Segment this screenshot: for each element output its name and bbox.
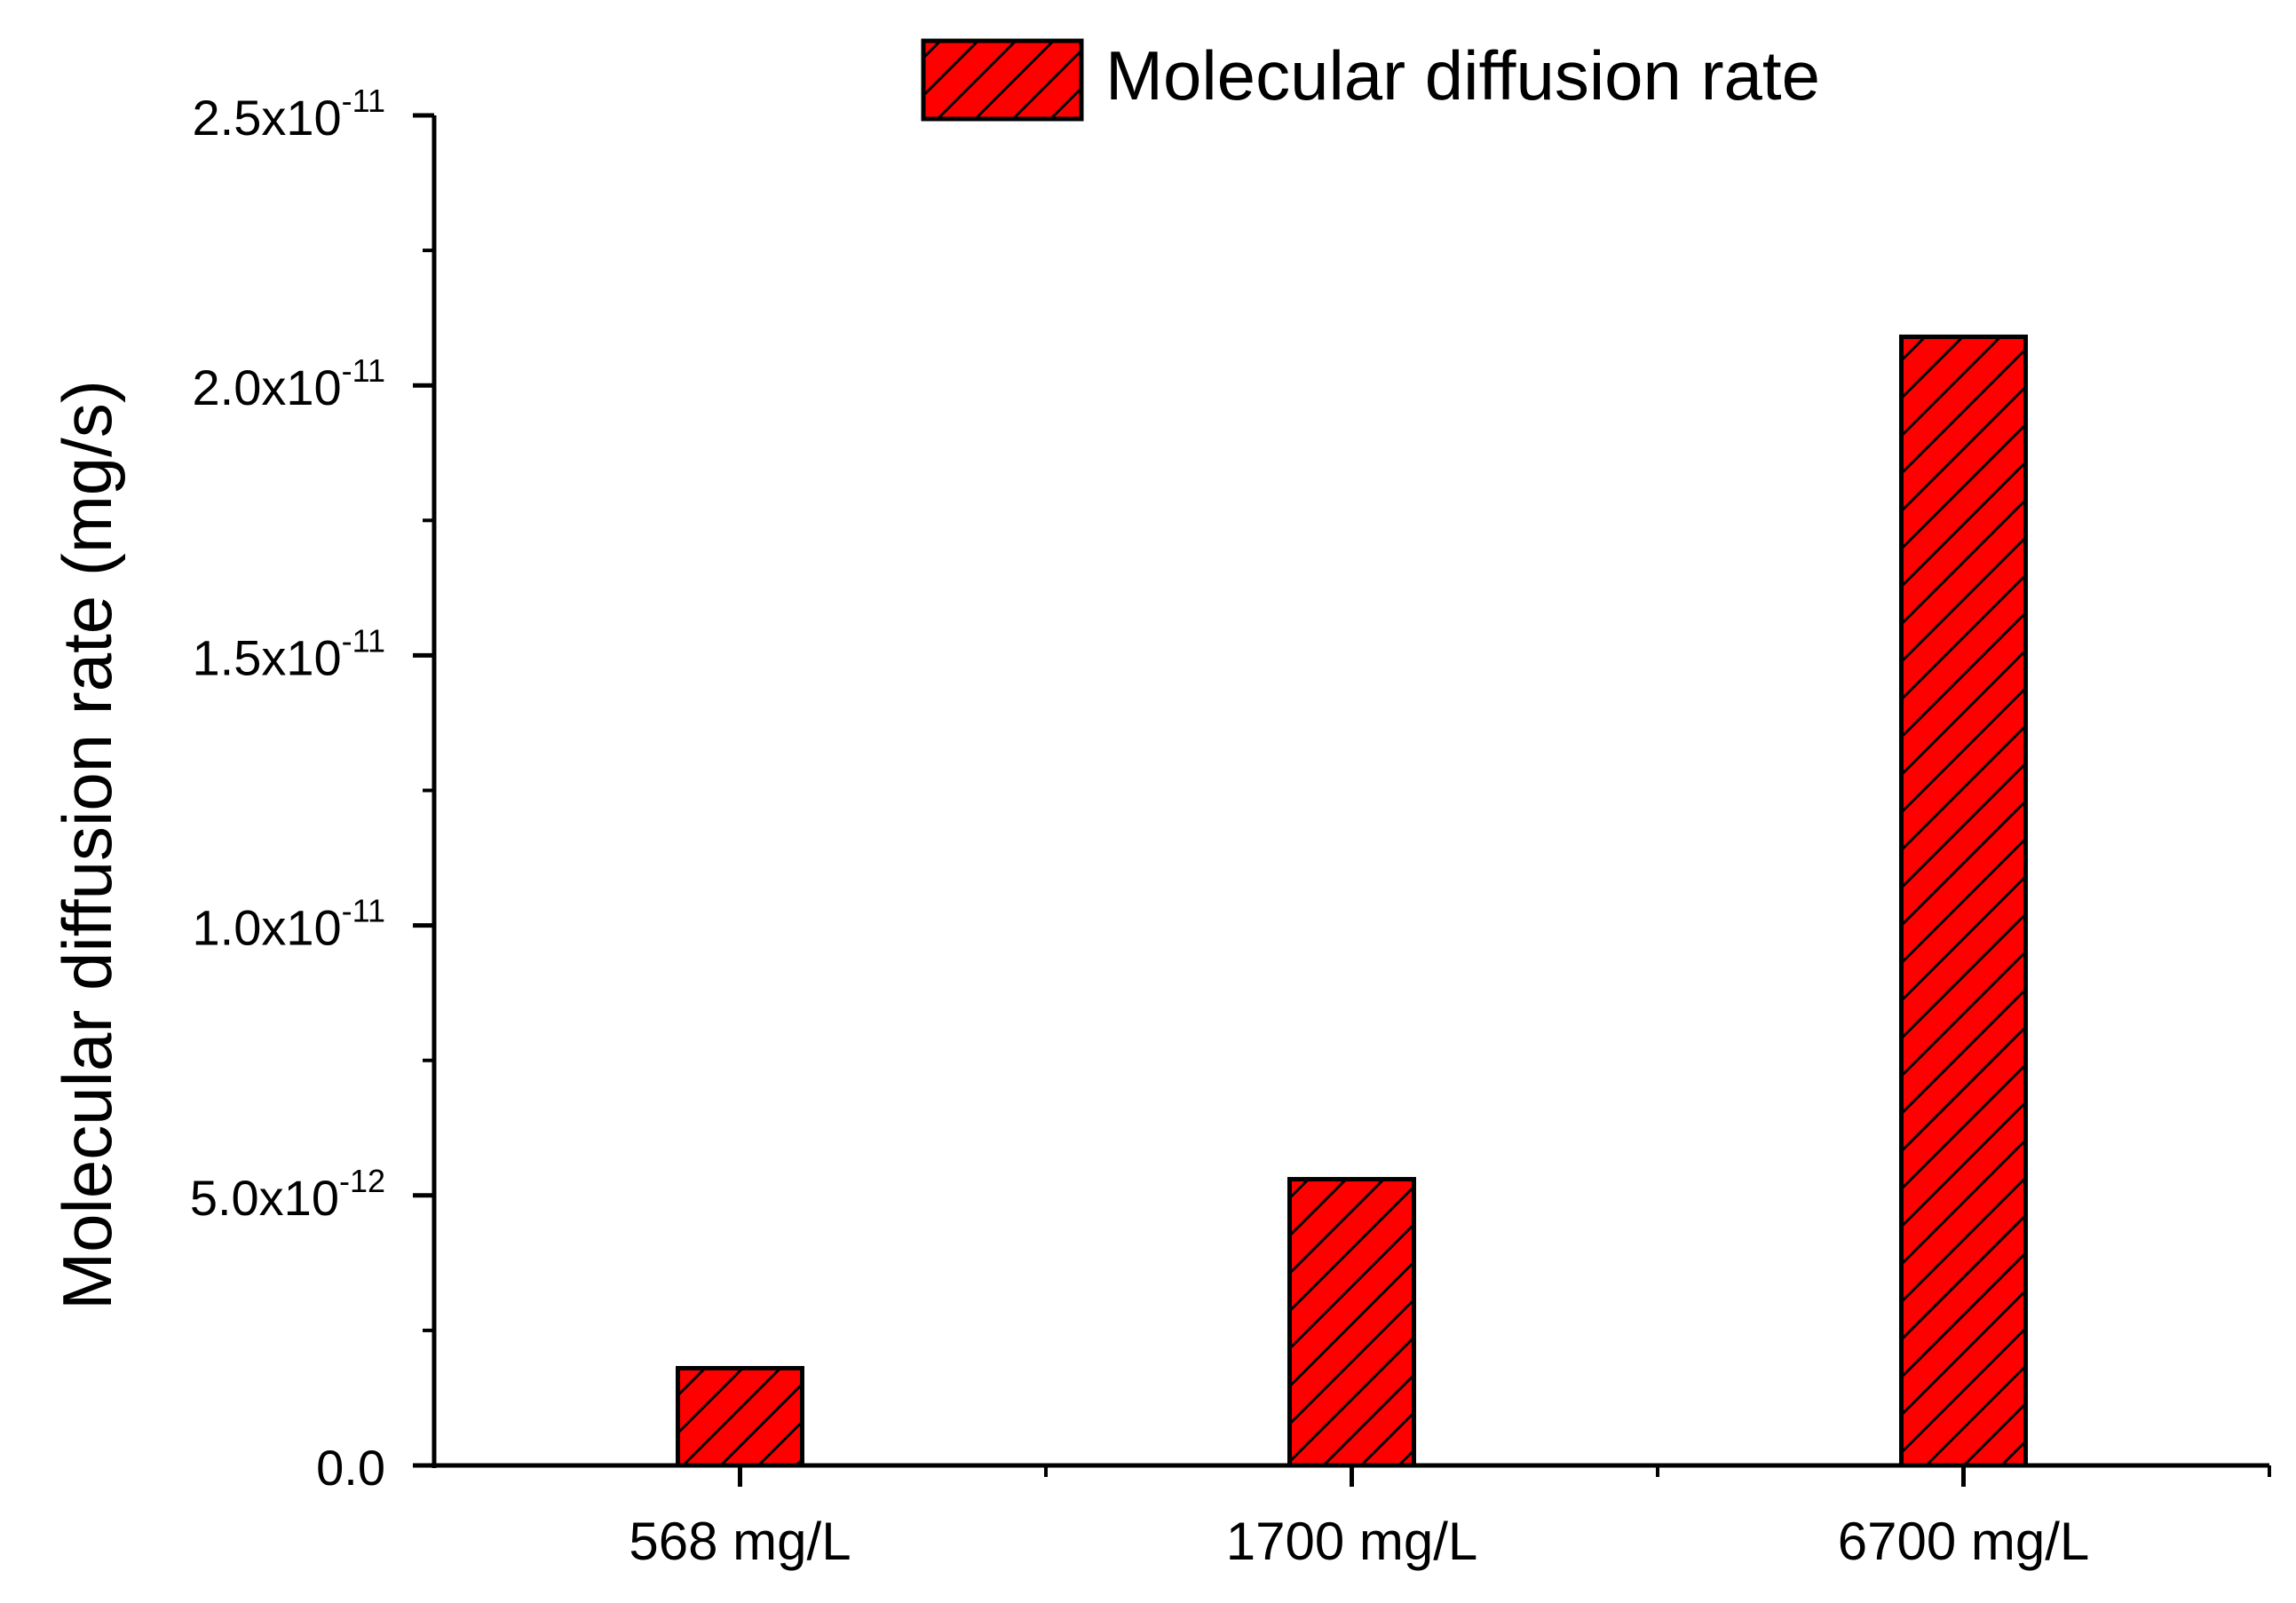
y-axis-title: Molecular diffusion rate (mg/s) (48, 380, 126, 1310)
legend-label: Molecular diffusion rate (1105, 36, 1820, 114)
bar-2 (1287, 1177, 1416, 1468)
bar-1 (676, 1365, 804, 1468)
y-tick-label: 2.5x10-11 (193, 83, 386, 146)
legend-swatch (921, 38, 1084, 122)
bars-group (676, 334, 2028, 1468)
x-tick-label: 568 mg/L (629, 1512, 851, 1571)
y-tick-label: 5.0x10-12 (190, 1163, 385, 1226)
x-tick-label: 1700 mg/L (1226, 1512, 1478, 1571)
y-axis-ticks: 0.0 5.0x10-12 1.0x10-11 1.5x10-11 2.0x10-11 2… (190, 83, 434, 1496)
y-tick-label: 2.0x10-11 (193, 352, 386, 415)
x-tick-label: 6700 mg/L (1838, 1512, 2090, 1571)
y-tick-label: 0.0 (316, 1440, 385, 1496)
legend: Molecular diffusion rate (921, 36, 1820, 122)
y-tick-label: 1.5x10-11 (193, 622, 386, 685)
bar-3 (1899, 334, 2028, 1468)
y-tick-label: 1.0x10-11 (193, 893, 386, 956)
x-axis-ticks: 568 mg/L 1700 mg/L 6700 mg/L (629, 1465, 2271, 1571)
